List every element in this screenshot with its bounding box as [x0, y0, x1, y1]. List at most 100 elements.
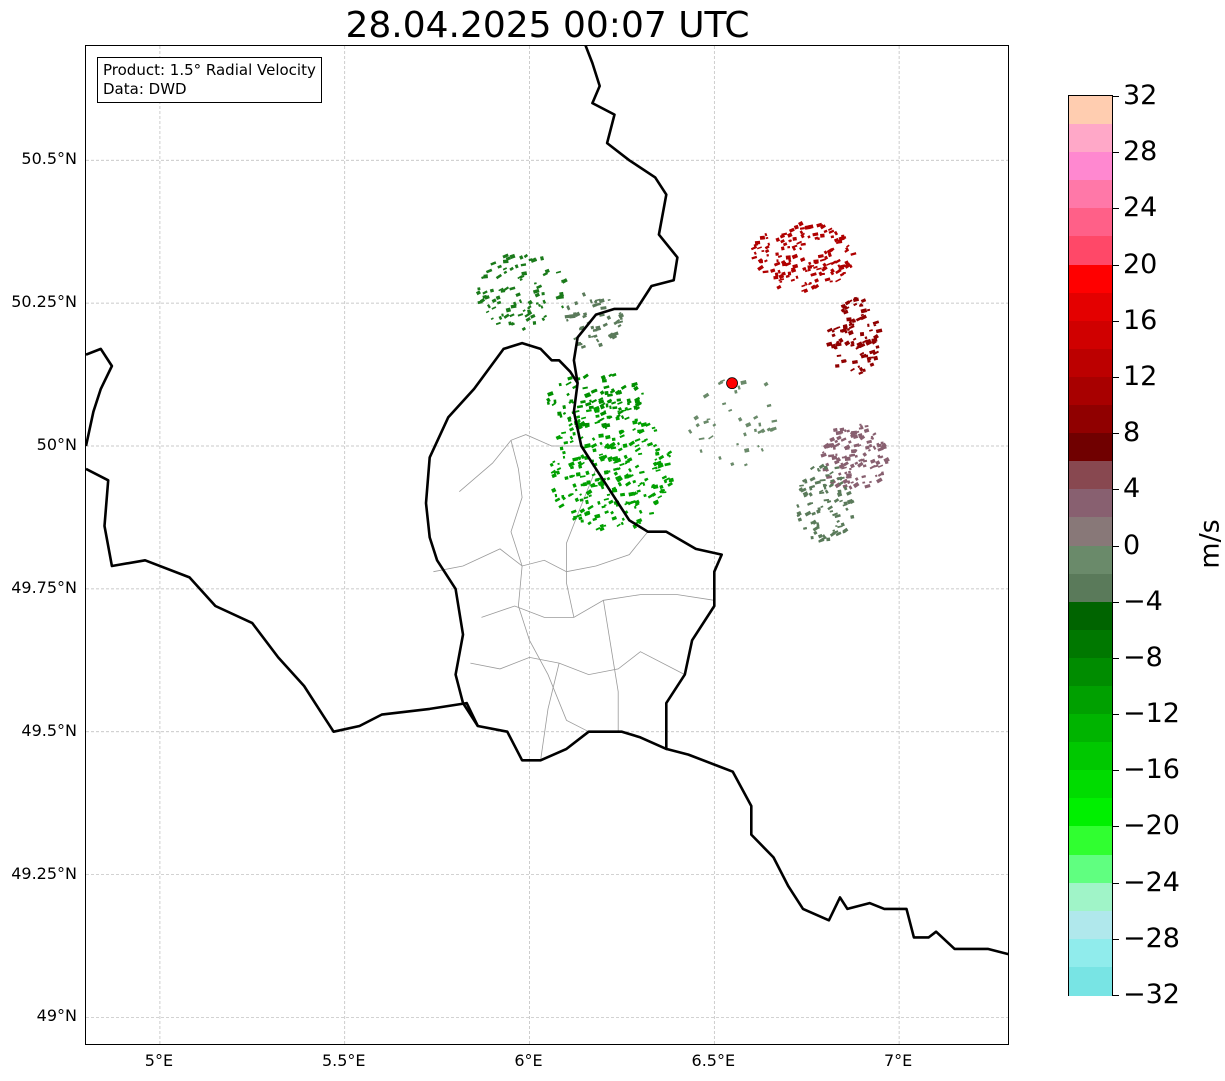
echo-pixel — [824, 255, 829, 260]
colorbar-segment — [1069, 208, 1112, 238]
echo-pixel — [822, 442, 830, 450]
echo-pixel — [509, 321, 514, 325]
echo-pixel — [486, 304, 491, 309]
longitude-tick-label: 5.5°E — [321, 1051, 366, 1070]
echo-pixel — [538, 303, 542, 308]
colorbar-tick-label: 28 — [1123, 136, 1158, 168]
echo-pixel — [843, 455, 848, 459]
echo-pixel — [808, 224, 814, 230]
colorbar-unit-label: m/s — [1194, 519, 1225, 569]
echo-pixel — [655, 460, 662, 466]
district-border — [433, 531, 649, 573]
echo-pixel — [535, 302, 539, 305]
echo-pixel — [799, 487, 804, 492]
echo-pixel — [569, 493, 574, 496]
echo-pixel — [643, 493, 647, 498]
district-border — [540, 663, 560, 761]
echo-pixel — [857, 365, 861, 369]
echo-pixel — [623, 454, 628, 460]
echo-pixel — [502, 267, 508, 271]
echo-pixel — [835, 531, 842, 537]
echo-pixel — [846, 490, 852, 496]
echo-pixel — [577, 377, 581, 381]
echo-pixel — [771, 426, 777, 431]
echo-pixel — [574, 497, 580, 503]
echo-pixel — [860, 298, 867, 303]
echo-pixel — [617, 410, 620, 413]
district-border — [603, 600, 619, 732]
echo-pixel — [546, 397, 551, 403]
echo-pixel — [652, 484, 659, 490]
echo-pixel — [764, 245, 770, 250]
echo-pixel — [809, 281, 812, 285]
echo-pixel — [829, 483, 834, 487]
echo-pixel — [777, 254, 783, 258]
echo-pixel — [781, 271, 786, 276]
echo-pixel — [477, 287, 481, 291]
latitude-tick-label: 49.5°N — [21, 720, 77, 740]
echo-pixel — [651, 426, 656, 430]
echo-pixel — [799, 227, 805, 230]
echo-pixel — [834, 466, 840, 470]
colorbar-segment — [1069, 96, 1112, 125]
echo-pixel — [791, 253, 799, 260]
echo-pixel — [873, 355, 879, 361]
echo-pixel — [658, 454, 665, 461]
echo-pixel — [475, 290, 481, 296]
map-canvas — [86, 46, 1008, 1044]
echo-pixel — [825, 462, 830, 467]
echo-pixel — [554, 497, 561, 503]
echo-pixel — [817, 467, 820, 471]
echo-pixel — [740, 380, 747, 385]
echo-pixel — [509, 253, 516, 260]
echo-pixel — [640, 422, 648, 428]
echo-pixel — [790, 268, 797, 273]
echo-pixel — [575, 513, 582, 518]
echo-pixel — [761, 250, 765, 253]
echo-pixel — [840, 308, 845, 313]
echo-pixel — [628, 467, 632, 473]
colorbar-tick-label: −16 — [1123, 754, 1180, 786]
echo-pixel — [818, 463, 825, 469]
echo-pixel — [843, 429, 847, 433]
echo-pixel — [667, 481, 673, 487]
colorbar-segment — [1069, 742, 1112, 771]
district-border — [459, 434, 582, 493]
echo-pixel — [787, 245, 791, 249]
echo-pixel — [568, 399, 574, 405]
radar-map[interactable] — [85, 45, 1009, 1045]
country-border — [665, 747, 1008, 956]
echo-pixel — [820, 452, 827, 458]
echo-pixel — [595, 477, 602, 481]
echo-pixel — [626, 407, 632, 411]
echo-pixel — [796, 240, 803, 245]
echo-pixel — [853, 302, 858, 307]
echo-pixel — [611, 437, 616, 442]
echo-pixel — [870, 356, 874, 359]
echo-pixel — [597, 500, 601, 505]
echo-pixel — [599, 313, 605, 317]
echo-pixel — [610, 443, 615, 448]
echo-pixel — [517, 313, 524, 317]
echo-pixel — [828, 443, 834, 447]
echo-pixel — [599, 457, 605, 462]
echo-pixel — [525, 317, 531, 322]
echo-pixel — [869, 362, 875, 367]
echo-pixel — [833, 230, 839, 236]
echo-pixel — [574, 301, 579, 306]
echo-pixel — [866, 356, 872, 361]
echo-pixel — [652, 443, 658, 448]
echo-pixel — [647, 494, 654, 499]
echo-pixel — [844, 456, 851, 462]
echo-pixel — [745, 422, 752, 428]
echo-pixel — [577, 424, 583, 430]
colorbar-tick — [1113, 714, 1119, 716]
echo-pixel — [782, 242, 788, 247]
echo-pixel — [582, 386, 588, 390]
colorbar-tick — [1113, 545, 1119, 547]
echo-pixel — [626, 398, 631, 403]
echo-pixel — [654, 447, 661, 452]
echo-pixel — [570, 509, 577, 514]
echo-pixel — [802, 478, 808, 483]
echo-pixel — [858, 427, 862, 430]
